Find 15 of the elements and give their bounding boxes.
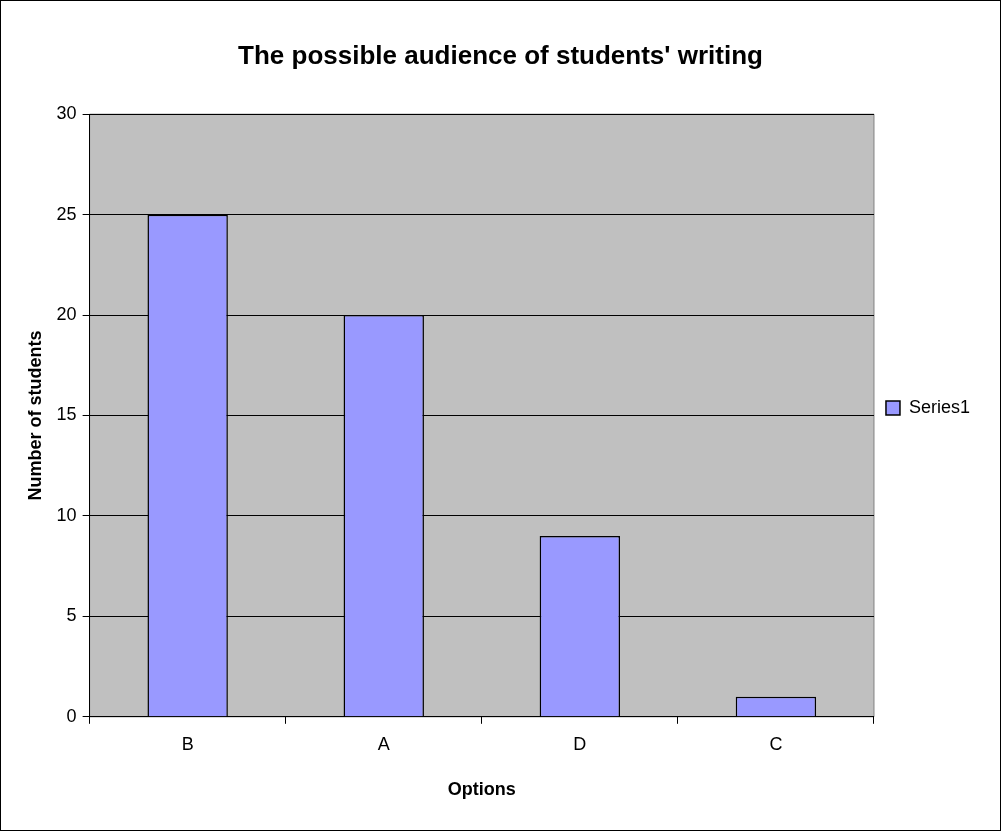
x-tick-label: C (769, 733, 783, 754)
chart-title: The possible audience of students' writing (238, 39, 763, 70)
y-axis-title: Number of students (24, 330, 45, 501)
x-axis-title: Options (447, 779, 516, 800)
y-tick-label: 25 (56, 203, 77, 224)
legend-label: Series1 (908, 396, 970, 417)
y-tick-label: 5 (66, 605, 77, 626)
x-tick-label: D (573, 733, 587, 754)
y-tick-label: 10 (56, 504, 77, 525)
x-tick-label: A (377, 733, 390, 754)
y-tick-label: 20 (56, 304, 77, 325)
x-tick-label: B (181, 733, 194, 754)
y-tick-label: 0 (66, 705, 77, 726)
y-tick-label: 15 (56, 404, 77, 425)
y-tick-label: 30 (56, 103, 77, 124)
